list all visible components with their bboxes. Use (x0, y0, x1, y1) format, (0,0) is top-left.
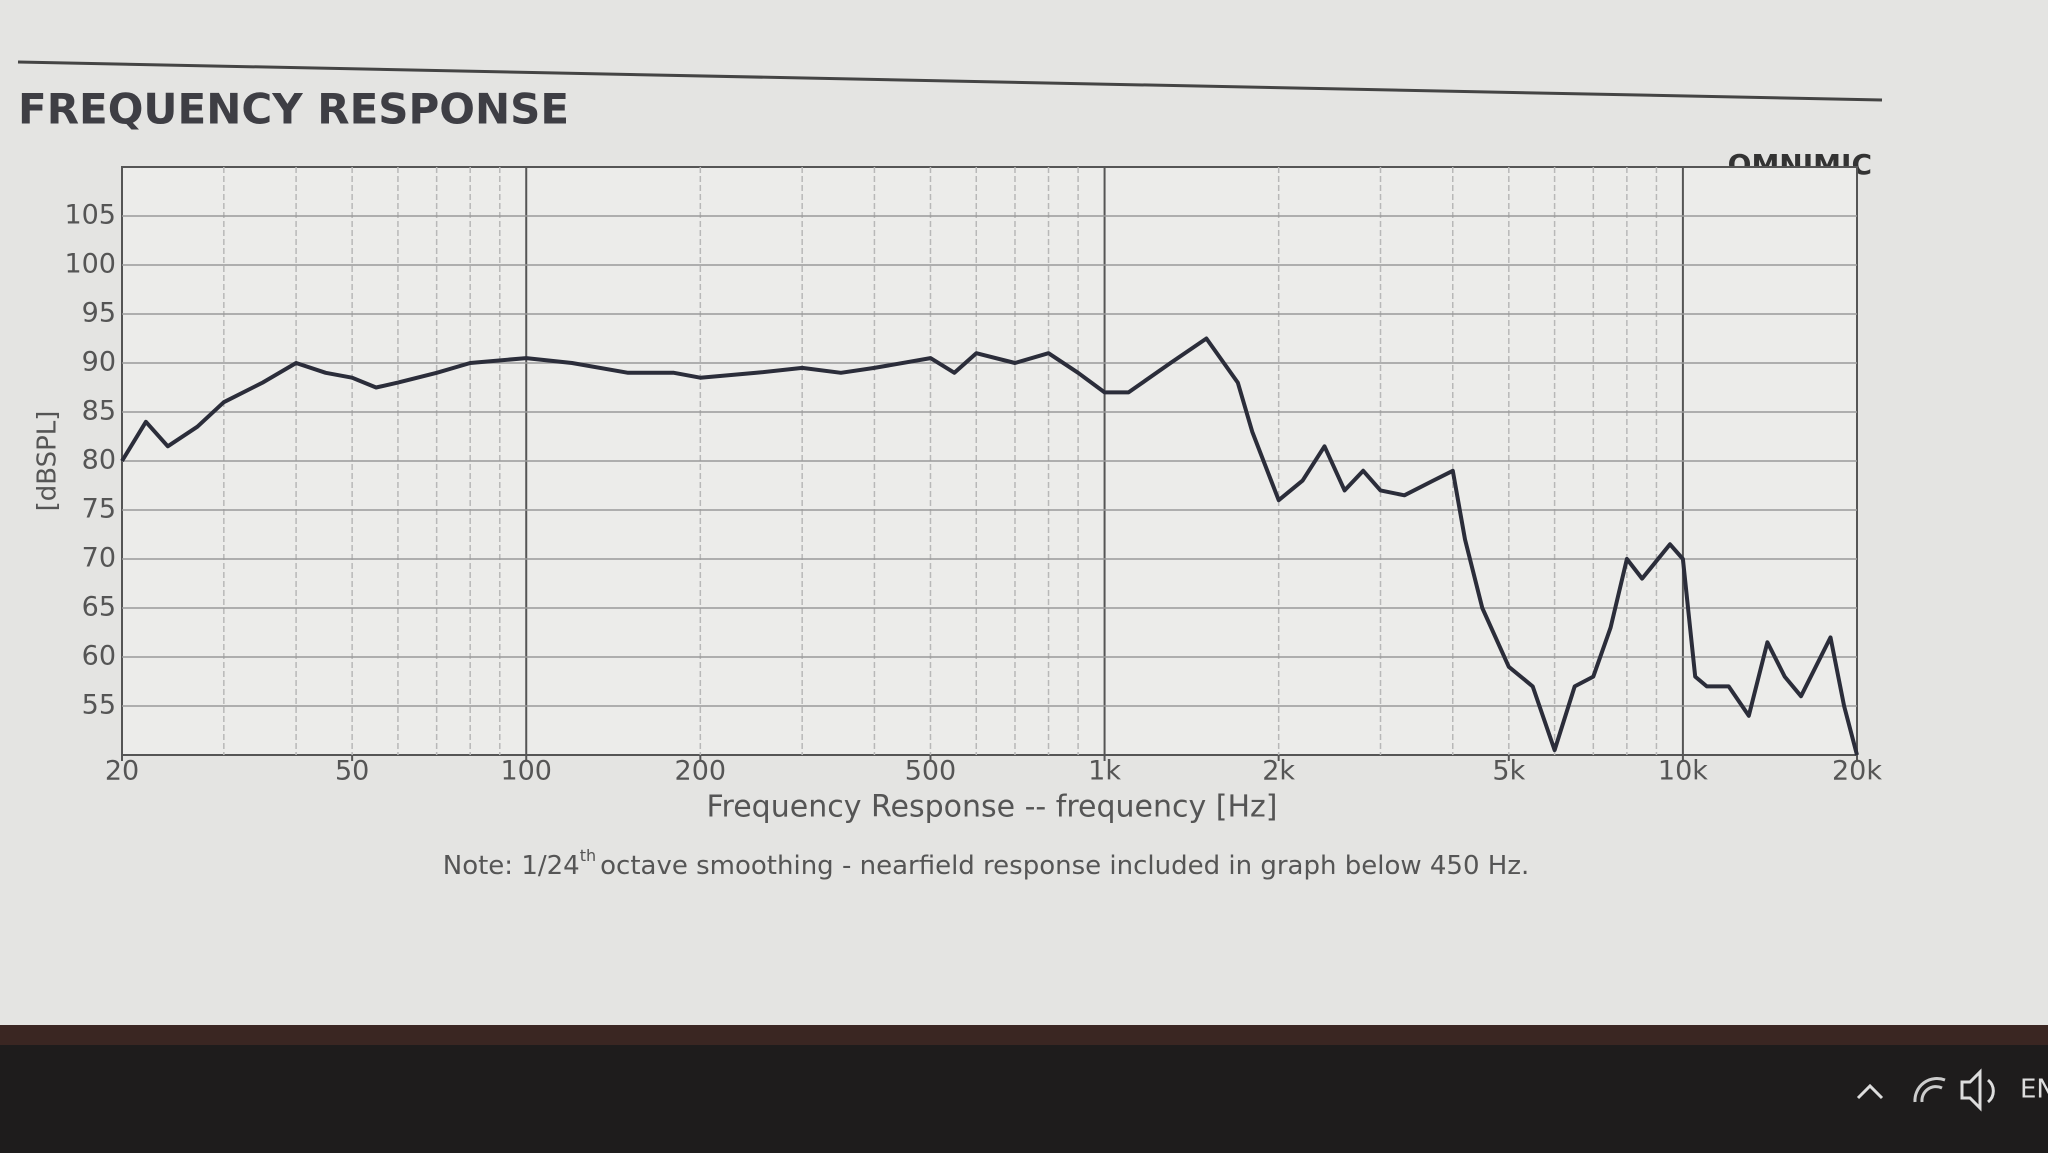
x-tick-label: 2k (1262, 756, 1295, 787)
y-tick-label: 60 (82, 641, 116, 672)
taskbar (0, 1025, 2048, 1153)
note: Note: 1/24th octave smoothing - nearfield… (443, 846, 1529, 881)
x-tick-label: 5k (1492, 756, 1525, 787)
chart-title: FREQUENCY RESPONSE (18, 85, 569, 134)
y-tick-label: 105 (64, 200, 116, 231)
y-tick-label: 65 (82, 592, 116, 623)
note-prefix: Note: 1/24 (443, 851, 580, 881)
x-tick-label: 20k (1832, 756, 1882, 787)
wifi-icon[interactable] (1913, 1076, 1946, 1103)
x-tick-label: 1k (1088, 756, 1121, 787)
x-axis-label: Frequency Response -- frequency [Hz] (706, 790, 1277, 825)
y-tick-label: 80 (82, 445, 116, 476)
y-tick-label: 90 (82, 347, 116, 378)
note-suffix: octave smoothing - nearfield response in… (600, 851, 1529, 881)
taskbar-lang[interactable]: EN (2020, 1075, 2048, 1105)
volume-icon[interactable] (1960, 1068, 1995, 1112)
taskbar-edge (0, 1025, 2048, 1045)
y-tick-label: 55 (82, 690, 116, 721)
response-line (120, 336, 1859, 756)
y-tick-label: 70 (82, 543, 116, 574)
y-tick-label: 95 (82, 298, 116, 329)
x-tick-label: 20 (105, 756, 139, 787)
x-tick-label: 100 (500, 756, 552, 787)
x-tick-label: 50 (335, 756, 369, 787)
y-tick-label: 75 (82, 494, 116, 525)
x-tick-label: 500 (905, 756, 957, 787)
y-tick-label: 85 (82, 396, 116, 427)
note-sup: th (580, 846, 596, 865)
x-tick-label: 200 (675, 756, 727, 787)
y-tick-label: 100 (64, 249, 116, 280)
x-tick-label: 10k (1658, 756, 1708, 787)
top-rule (17, 60, 1883, 102)
y-axis-label: [dBSPL] (33, 411, 63, 512)
tray-arrow[interactable] (1856, 1083, 1884, 1100)
